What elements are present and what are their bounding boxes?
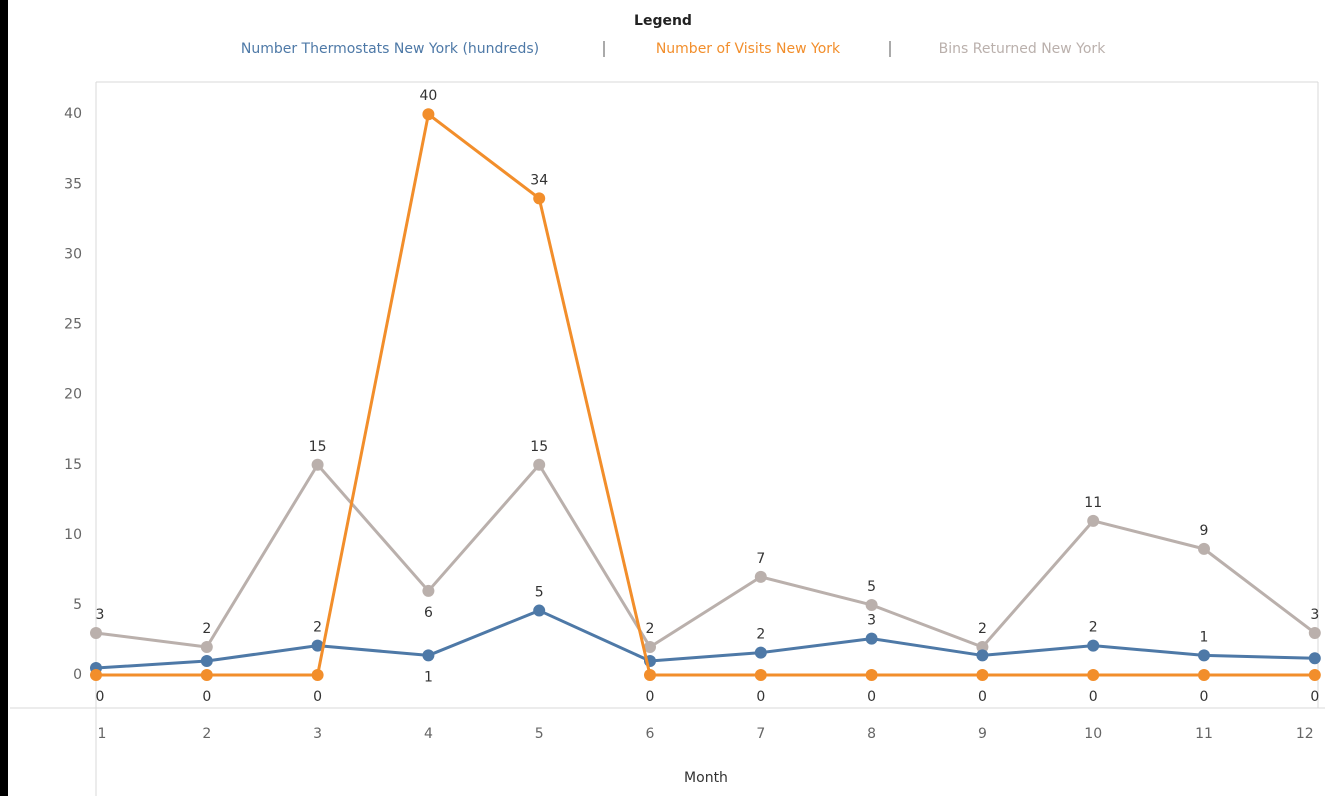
data-point [976,641,989,654]
data-point [1198,649,1210,662]
x-tick-label: 3 [313,726,322,742]
data-point [754,570,767,583]
data-point [1308,652,1321,665]
data-label: 0 [1089,689,1098,705]
data-point [644,669,656,682]
data-label: 6 [424,605,433,621]
x-tick-label: 5 [535,726,544,742]
y-tick-label: 15 [64,457,82,473]
data-label: 0 [1200,689,1209,705]
x-tick-label: 8 [867,726,876,742]
y-tick-label: 30 [64,246,82,262]
x-tick-label: 7 [756,726,765,742]
x-axis-title: Month [684,770,728,786]
data-label: 5 [867,579,876,595]
data-label: 0 [867,689,876,705]
data-point [644,641,656,654]
data-label: 1 [1200,629,1209,645]
y-tick-label: 10 [64,527,82,543]
x-tick-label: 2 [202,726,211,742]
data-point [311,458,324,471]
data-label: 0 [646,689,655,705]
data-label: 40 [419,88,437,104]
legend-title: Legend [634,13,692,29]
data-label: 0 [756,689,765,705]
data-label: 34 [530,172,548,188]
data-label: 0 [96,689,105,705]
data-point [1308,669,1321,682]
series-line [96,112,1315,677]
data-label: 7 [756,551,765,567]
data-point [865,669,878,682]
x-tick-label: 11 [1195,726,1213,742]
data-point [200,655,213,668]
x-tick-label: 6 [646,726,655,742]
data-point [533,604,546,617]
data-point [1087,669,1100,682]
data-label: 0 [978,689,987,705]
data-label: 11 [1084,495,1102,511]
data-point [90,626,102,639]
y-tick-label: 20 [64,387,82,403]
y-tick-label: 40 [64,106,82,122]
data-point [533,192,546,205]
data-label: 3 [1310,607,1319,623]
data-point [1087,639,1100,652]
data-label: 3 [867,613,876,629]
data-label: 3 [96,607,105,623]
data-point [200,669,213,682]
legend-entry: Bins Returned New York [939,41,1107,57]
x-tick-label: 4 [424,726,433,742]
data-label: 2 [978,621,987,637]
data-label: 2 [313,620,322,636]
data-label: 9 [1200,523,1209,539]
data-point [976,669,989,682]
x-tick-label: 1 [98,726,107,742]
series-line [95,609,1315,670]
data-point [1198,669,1210,682]
series-line [95,463,1316,649]
data-point [754,669,767,682]
y-tick-label: 25 [64,317,82,333]
window-edge [0,0,8,796]
x-tick-label: 12 [1296,726,1314,742]
legend-entry: Number Thermostats New York (hundreds) [241,41,539,57]
y-tick-label: 0 [73,667,82,683]
data-label: 2 [756,627,765,643]
x-tick-label: 9 [978,726,987,742]
data-point [1198,542,1210,555]
data-point [754,646,767,659]
data-point [90,669,102,682]
y-tick-label: 5 [73,597,82,613]
legend-entry: Number of Visits New York [656,41,841,57]
data-point [865,598,878,611]
data-point [533,458,546,471]
data-label: 15 [530,439,548,455]
data-point [311,639,324,652]
data-label: 2 [202,621,211,637]
data-label: 15 [309,439,327,455]
data-point [422,108,435,121]
data-label: 0 [1310,689,1319,705]
data-point [1087,514,1100,527]
data-label: 2 [1089,620,1098,636]
data-point [422,649,435,662]
data-point [200,641,213,654]
data-point [865,632,878,645]
data-point [422,584,435,597]
data-label: 5 [535,585,544,601]
data-point [976,649,989,662]
data-point [1308,626,1321,639]
data-label: 0 [202,689,211,705]
data-point [311,669,324,682]
data-label: 2 [646,621,655,637]
data-label: 1 [424,669,433,685]
data-label: 0 [313,689,322,705]
y-tick-label: 35 [64,176,82,192]
x-tick-label: 10 [1084,726,1102,742]
